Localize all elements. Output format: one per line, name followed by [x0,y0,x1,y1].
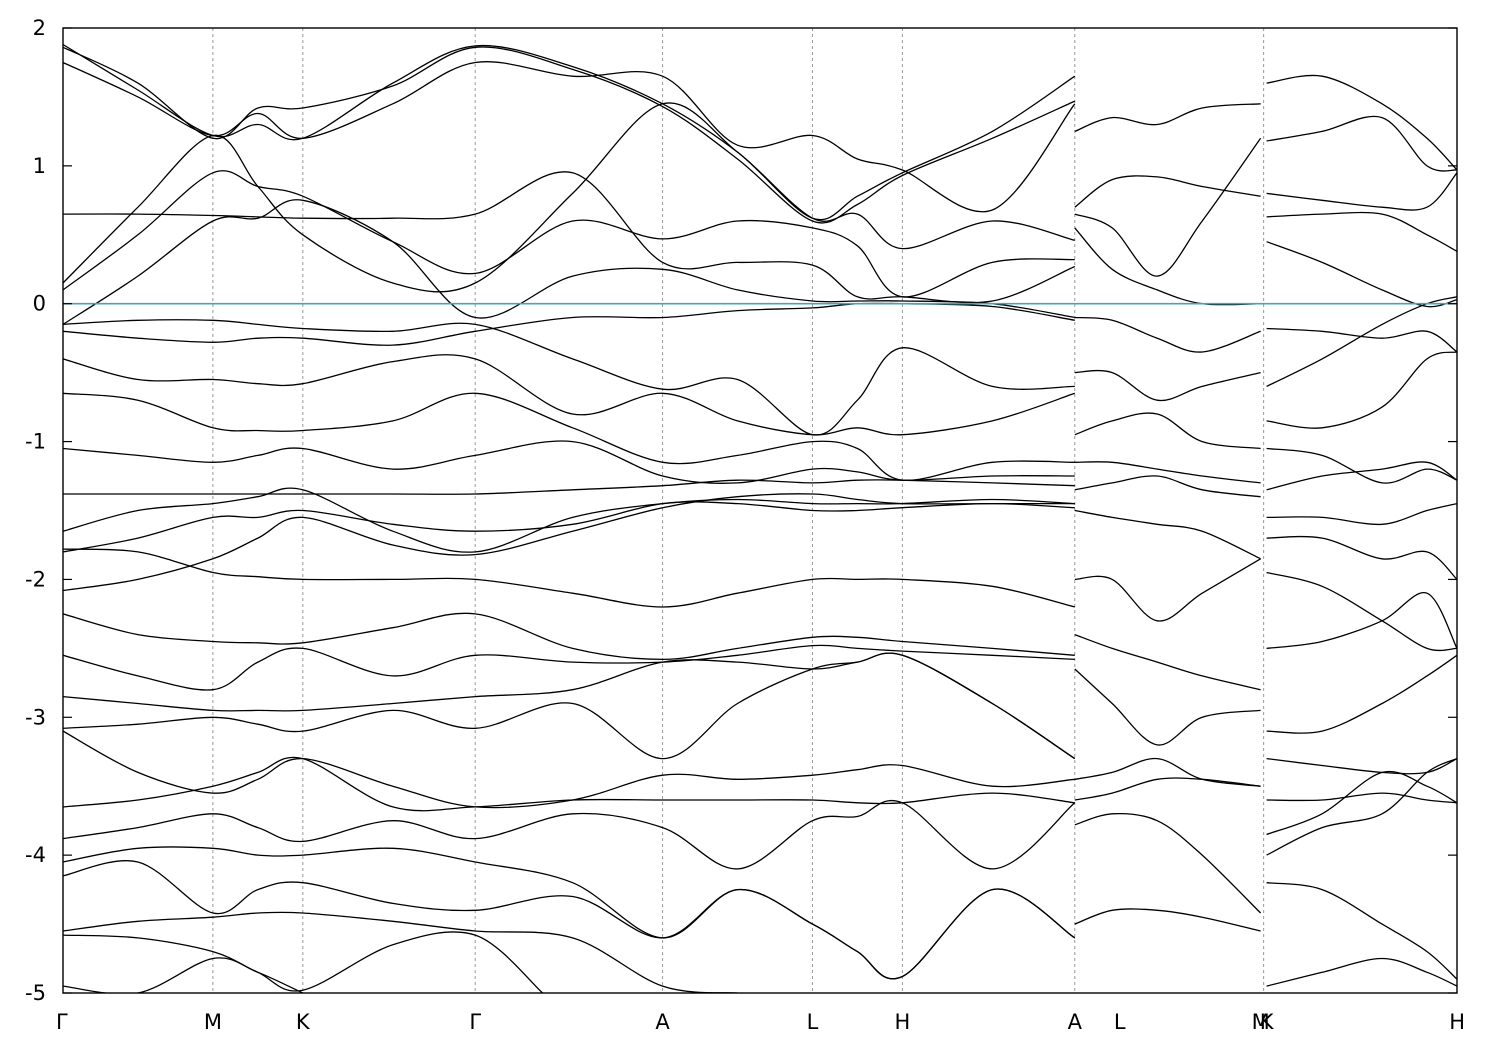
band-line [1266,211,1457,252]
band-line [1266,241,1457,308]
band-line [63,931,544,993]
band-line [63,319,1075,436]
y-tick-label: 2 [33,16,46,40]
band-line [1266,502,1457,526]
band-line [63,171,1076,304]
band-line [63,501,1075,553]
band-line [1074,412,1261,450]
band-line [1266,758,1457,856]
band-line [63,199,1075,325]
x-tick-label: M [204,1010,222,1034]
band-line [63,487,1075,553]
y-tick-label: -3 [25,705,46,729]
band-line [1266,115,1457,172]
band-line [1074,757,1261,787]
band-line [63,354,1076,436]
band-line [63,170,1075,298]
band-line [1074,908,1261,932]
x-tick-label: Γ [56,1010,68,1034]
x-tick-label: H [1449,1010,1465,1034]
band-line [63,302,1075,346]
y-tick-label: -1 [25,430,46,454]
band-line [1074,227,1261,306]
band-line [63,756,1075,812]
band-line [1074,668,1261,746]
x-tick-label: A [655,1010,670,1034]
band-line [1266,74,1457,171]
band-line [1074,558,1261,622]
band-line [63,493,1075,592]
band-lines [63,43,1457,993]
band-line [1074,509,1261,560]
band-line [1266,571,1457,652]
band-line [63,46,1076,224]
band-line [1266,792,1457,804]
band-line [63,860,1076,980]
band-line [1266,172,1457,211]
band-line [63,392,1075,481]
band-line [1074,461,1261,484]
band-line [63,43,1076,221]
band-line [1266,296,1457,387]
y-axis-ticks: -5 -4 -3 -2 -1 0 1 2 [25,16,1457,1005]
x-tick-label: M [1252,1010,1270,1034]
x-tick-label: H [894,1010,910,1034]
band-line [1266,461,1457,491]
band-line [1266,447,1457,484]
band-line [1266,882,1457,980]
band-line [1266,770,1457,836]
y-tick-label: -2 [25,567,46,591]
band-line [63,479,1075,495]
band-line [1266,535,1457,580]
band-line [1074,103,1261,133]
band-line [1074,475,1261,498]
band-line [1266,592,1457,650]
band-line [63,548,1075,608]
band-line [1074,369,1261,402]
plot-frame [62,27,1458,994]
y-tick-label: -4 [25,843,46,867]
band-line [63,652,1076,760]
band-line [1266,351,1457,429]
band-line [63,730,1075,809]
y-tick-label: 1 [33,154,46,178]
band-line [63,61,1076,213]
band-line [63,652,1076,760]
band-line [63,102,1075,293]
x-tick-label: K [296,1010,311,1034]
band-line [1074,812,1262,914]
x-tick-label: L [807,1010,819,1034]
x-tick-label: Γ [469,1010,481,1034]
x-tick-label: L [1114,1010,1126,1034]
band-line [1074,316,1261,353]
band-line [1074,633,1261,691]
band-line [63,911,738,993]
band-line [1266,957,1457,987]
band-line [1074,175,1261,208]
y-tick-label: -5 [25,981,46,1005]
y-tick-label: 0 [33,292,46,316]
x-tick-label: K [1260,1010,1275,1034]
band-line [63,644,1075,691]
band-line [1266,327,1457,353]
x-axis-ticks: Γ M K Γ A L H A L MK H [56,1010,1465,1034]
band-line [63,800,1076,870]
x-tick-label: A [1068,1010,1083,1034]
band-line [63,612,1075,661]
band-line [63,957,304,993]
band-line [63,440,1075,484]
band-line [1074,777,1261,801]
band-line [1266,654,1457,734]
band-line [1074,137,1262,277]
